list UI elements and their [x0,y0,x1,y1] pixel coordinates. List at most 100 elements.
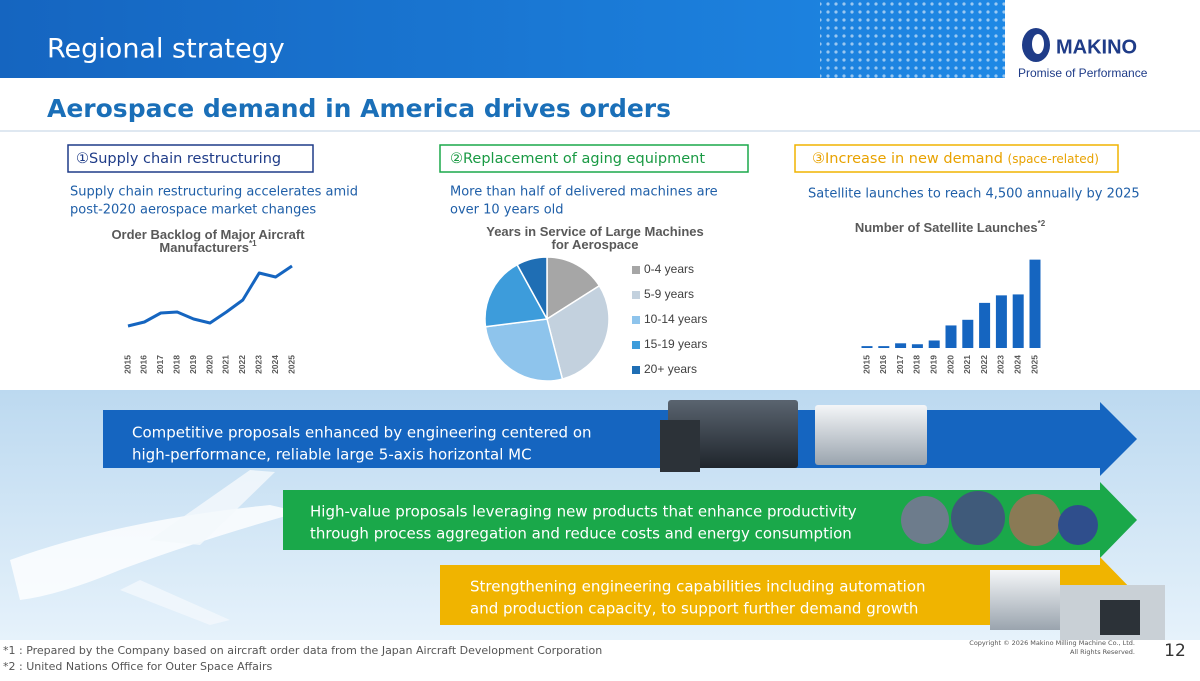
x-tick-label: 2016 [139,355,149,374]
strategy-text: and production capacity, to support furt… [470,600,918,618]
photo-image [951,491,1005,545]
footnote: *1 : Prepared by the Company based on ai… [3,644,602,657]
pie-slice [484,318,564,382]
bar [861,346,873,348]
airplane-wing [150,470,275,545]
airplane-wing [120,580,230,625]
strategy-text: Competitive proposals enhanced by engine… [132,424,592,442]
x-tick-label: 2025 [286,355,296,374]
copyright: Copyright © 2026 Makino Milling Machine … [969,639,1135,647]
heading-main: ③Increase in new demand [812,151,1003,167]
x-tick-label: 2024 [1012,355,1022,374]
section-description: post-2020 aerospace market changes [70,203,316,218]
x-tick-label: 2016 [878,355,888,374]
legend-swatch [632,366,640,374]
header-title: Regional strategy [47,34,285,65]
strategy-text: high-performance, reliable large 5-axis … [132,446,532,464]
chart-title-text: Years in Service of Large Machines [486,224,704,239]
chart-title: Years in Service of Large Machines [486,224,704,239]
section-description: Satellite launches to reach 4,500 annual… [808,187,1140,202]
legend-swatch [632,291,640,299]
x-tick-label: 2018 [912,355,922,374]
logo-tagline: Promise of Performance [1018,66,1148,80]
chart-title: Order Backlog of Major Aircraft [111,227,305,242]
page-number: 12 [1164,641,1186,661]
section-description: over 10 years old [450,203,564,218]
x-tick-label: 2019 [188,355,198,374]
chart-title: Number of Satellite Launches*2 [855,219,1046,235]
legend-label: 5-9 years [644,287,694,301]
section-heading: ①Supply chain restructuring [76,151,281,167]
bar [928,340,940,348]
bar [1029,259,1041,348]
strategy-arrow [440,557,1137,633]
pie-slice [484,263,549,328]
legend-label: 10-14 years [644,312,707,326]
bar [995,295,1007,348]
legend-label: 0-4 years [644,262,694,276]
chart-title-note: *1 [249,239,257,248]
photo-image [1009,494,1061,546]
machine-image [668,400,798,468]
pie-slice [546,256,601,321]
chart-title: for Aerospace [552,237,639,252]
x-tick-label: 2015 [861,355,871,374]
heading-box [67,144,314,173]
heading-note: (space-related) [1008,152,1099,166]
chart-title-text: Manufacturers [159,240,249,255]
machine-image [660,420,700,472]
bar [878,346,890,348]
x-tick-label: 2023 [253,355,263,374]
legend-swatch [632,266,640,274]
heading-box [794,144,1119,173]
x-tick-label: 2022 [979,355,989,374]
legend-swatch [632,316,640,324]
machine-image [815,405,927,465]
machine-image [1100,600,1140,635]
strategy-text: through process aggregation and reduce c… [310,525,852,543]
bar [1012,294,1024,348]
bar [911,344,923,348]
x-tick-label: 2024 [270,355,280,374]
section-heading: ③Increase in new demand (space-related) [812,151,1099,167]
strategy-text: High-value proposals leveraging new prod… [310,503,857,521]
copyright: All Rights Reserved. [1070,648,1135,656]
x-tick-label: 2021 [962,355,972,374]
heading-box [439,144,749,173]
legend-swatch [632,341,640,349]
photo-image [901,496,949,544]
legend-label: 20+ years [644,362,697,376]
x-tick-label: 2025 [1029,355,1039,374]
x-tick-label: 2023 [996,355,1006,374]
photo-image [1058,505,1098,545]
x-tick-label: 2019 [928,355,938,374]
pie-slice [516,256,548,320]
bar [945,325,957,348]
headline: Aerospace demand in America drives order… [47,94,671,123]
line-series [127,264,293,328]
x-tick-label: 2021 [221,355,231,374]
section-description: More than half of delivered machines are [450,185,718,200]
chart-title-text: for Aerospace [552,237,639,252]
logo-mark-inner [1032,34,1044,54]
x-tick-label: 2022 [237,355,247,374]
section-description: Supply chain restructuring accelerates a… [70,185,358,200]
header-dots [820,0,1005,78]
airplane-fuselage [10,505,300,600]
x-tick-label: 2020 [945,355,955,374]
chart-title-text: Number of Satellite Launches [855,220,1038,235]
bar [979,302,991,348]
bar [962,319,974,348]
chart-title: Manufacturers*1 [159,239,257,255]
bar [895,343,907,348]
pie-slice [546,284,610,380]
section-heading: ②Replacement of aging equipment [450,151,705,167]
x-tick-label: 2015 [122,355,132,374]
footnote: *2 : United Nations Office for Outer Spa… [3,660,273,673]
chart-title-text: Order Backlog of Major Aircraft [111,227,305,242]
legend-label: 15-19 years [644,337,707,351]
x-tick-label: 2018 [171,355,181,374]
x-tick-label: 2020 [204,355,214,374]
